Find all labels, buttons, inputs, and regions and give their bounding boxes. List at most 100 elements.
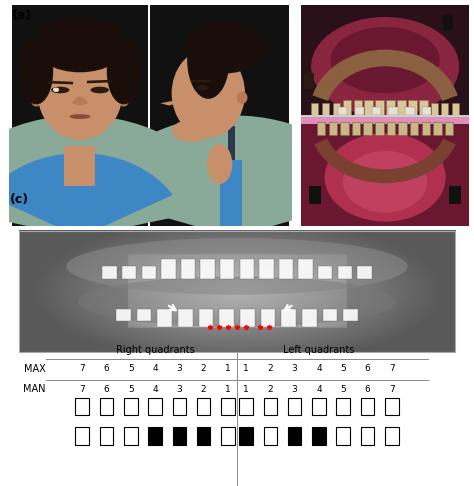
Bar xyxy=(337,428,350,445)
Bar xyxy=(288,398,301,415)
Bar xyxy=(279,259,293,279)
Ellipse shape xyxy=(74,97,86,105)
Text: 7: 7 xyxy=(80,385,85,394)
Bar xyxy=(357,266,372,279)
Bar xyxy=(365,100,373,116)
Bar xyxy=(228,126,235,226)
Bar xyxy=(64,146,95,186)
Ellipse shape xyxy=(37,47,122,140)
Bar xyxy=(449,186,461,204)
Bar xyxy=(304,73,314,89)
Bar xyxy=(361,398,374,415)
Bar xyxy=(419,100,428,116)
Ellipse shape xyxy=(187,21,229,99)
Text: (c): (c) xyxy=(9,192,28,206)
Text: 5: 5 xyxy=(128,385,134,394)
Bar xyxy=(201,259,215,279)
Bar xyxy=(344,309,358,321)
Text: Right quadrants: Right quadrants xyxy=(116,346,194,355)
Bar xyxy=(354,100,362,116)
Text: 6: 6 xyxy=(365,364,370,373)
Bar xyxy=(100,398,113,415)
Text: 1: 1 xyxy=(225,364,231,373)
Bar xyxy=(337,398,350,415)
Bar xyxy=(386,100,395,116)
Polygon shape xyxy=(160,99,183,105)
Bar xyxy=(282,309,296,327)
Text: 2: 2 xyxy=(267,364,273,373)
Wedge shape xyxy=(0,153,173,237)
Bar xyxy=(12,5,148,226)
Bar xyxy=(148,428,162,445)
Bar xyxy=(375,122,383,135)
Bar xyxy=(148,398,162,415)
Bar xyxy=(219,159,242,226)
Bar xyxy=(312,398,326,415)
Bar xyxy=(385,428,399,445)
Wedge shape xyxy=(88,116,380,237)
Ellipse shape xyxy=(19,38,53,104)
Bar xyxy=(343,100,351,116)
Bar xyxy=(75,398,89,415)
Text: (a): (a) xyxy=(12,9,33,22)
Bar xyxy=(102,266,117,279)
Text: 6: 6 xyxy=(365,385,370,394)
Bar xyxy=(100,428,113,445)
Text: 4: 4 xyxy=(152,364,158,373)
Bar xyxy=(445,122,453,135)
Bar xyxy=(264,428,277,445)
Ellipse shape xyxy=(325,133,446,222)
Bar xyxy=(124,428,137,445)
Ellipse shape xyxy=(51,87,69,93)
Ellipse shape xyxy=(91,87,109,93)
Bar xyxy=(157,309,172,327)
Ellipse shape xyxy=(172,120,211,142)
Text: 4: 4 xyxy=(316,385,322,394)
Bar xyxy=(197,398,210,415)
Bar xyxy=(122,266,137,279)
Bar xyxy=(389,106,398,116)
Ellipse shape xyxy=(72,100,88,105)
Bar xyxy=(239,259,254,279)
Ellipse shape xyxy=(197,85,209,90)
Bar xyxy=(161,259,176,279)
Bar xyxy=(239,398,253,415)
Bar xyxy=(301,115,469,117)
Bar xyxy=(221,428,235,445)
Text: 3: 3 xyxy=(292,385,298,394)
Bar xyxy=(385,398,399,415)
Ellipse shape xyxy=(107,38,141,104)
Bar xyxy=(328,122,337,135)
Text: 3: 3 xyxy=(292,364,298,373)
Bar xyxy=(312,428,326,445)
Ellipse shape xyxy=(330,27,440,93)
Bar xyxy=(352,122,360,135)
Ellipse shape xyxy=(311,17,459,117)
Bar xyxy=(219,309,234,327)
Bar xyxy=(124,398,137,415)
Ellipse shape xyxy=(78,277,396,327)
Bar xyxy=(181,259,195,279)
Bar xyxy=(87,80,112,84)
Bar xyxy=(240,309,255,327)
Bar xyxy=(239,428,253,445)
Bar xyxy=(375,100,384,116)
Bar xyxy=(178,309,192,327)
Bar xyxy=(142,266,156,279)
Text: 5: 5 xyxy=(340,364,346,373)
Bar xyxy=(173,398,186,415)
Bar xyxy=(150,5,289,226)
Bar xyxy=(398,122,407,135)
Bar xyxy=(318,266,332,279)
Bar xyxy=(405,106,415,116)
Text: Left quadrants: Left quadrants xyxy=(283,346,355,355)
Bar xyxy=(301,117,469,124)
Text: 6: 6 xyxy=(104,385,109,394)
Bar xyxy=(442,14,454,32)
Bar xyxy=(264,398,277,415)
Bar xyxy=(387,122,395,135)
Bar xyxy=(364,122,372,135)
Bar xyxy=(452,103,459,116)
Bar xyxy=(302,309,317,327)
Bar xyxy=(47,81,73,85)
